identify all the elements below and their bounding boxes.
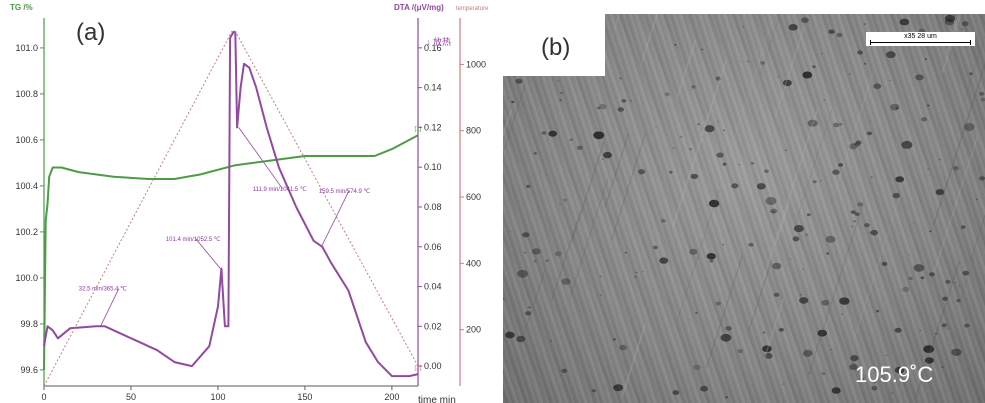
dta-tick-label: 0.16 [424,43,442,53]
temp-tick-label: 800 [466,126,481,136]
tg-tick-label: 100.6 [15,135,38,145]
x-tick-label: 50 [126,392,136,402]
scale-bar-text: x35 28 um [904,33,937,40]
dta-axis-title: DTA /(μV/mg) [394,3,444,12]
dta-tick-label: 0.08 [424,202,442,212]
x-tick-label: 0 [41,392,46,402]
tg-tick-label: 99.6 [20,365,38,375]
dta-tick-label: 0.10 [424,162,442,172]
tg-tick-label: 100.4 [15,181,38,191]
tg-tick-label: 100.0 [15,273,38,283]
x-tick-label: 200 [384,392,399,402]
panel-b-label: (b) [541,34,571,61]
temperature-series-line [43,30,419,387]
temperature-label: 105.9˚C [855,362,934,387]
tg-tick-label: 101.0 [15,43,38,53]
curve-end-label: [2] [415,365,422,371]
scale-bar: x35 28 um [866,32,975,46]
dta-series-line [43,30,419,378]
annotation-leader [238,127,284,190]
annotation-label: 159.5 min/574.9 ℃ [319,189,371,195]
panel-a-label: (a) [76,19,105,46]
dta-tick-label: 0.06 [424,242,442,252]
tg-tick-label: 99.8 [20,319,38,329]
temp-tick-label: 400 [466,258,481,268]
dta-tick-label: 0.02 [424,321,442,331]
tg-series-line [43,134,419,370]
temp-axis-title: temperature [456,6,489,12]
panel-b-label-box: (b) [503,14,605,76]
scale-bar-line [870,40,971,45]
sem-texture [503,14,985,399]
exotherm-marker: ↓ 放热 [426,36,451,47]
tg-tick-label: 100.8 [15,89,38,99]
surface-pits [503,14,985,399]
x-axis-label: time min [418,395,456,403]
dta-tick-label: 0.04 [424,282,442,292]
annotation-label: 111.9 min/1041.5 ℃ [253,187,307,193]
temp-tick-label: 1000 [466,59,486,69]
annotation-leader [195,238,221,269]
x-tick-label: 150 [297,392,312,402]
dta-tg-chart: 99.6 99.8 100.0 100.2 100.4 100.6 100.8 101.0 0… [10,3,489,403]
annotation-label: 32.5 min/365.4 ℃ [79,287,127,293]
sem-micrograph: (b) x35 28 um 105.9˚C [503,14,985,403]
chart-svg: 99.6 99.8 100.0 100.2 100.4 100.6 100.8 101.0 0… [10,3,489,403]
dta-tick-label: 0.00 [424,361,442,371]
tg-axis-title: TG /% [10,3,33,12]
dta-tick-label: 0.14 [424,83,442,93]
tg-tick-label: 100.2 [15,227,38,237]
temp-tick-label: 200 [466,325,481,335]
annotation-leader [321,190,350,247]
x-tick-label: 100 [210,392,225,402]
temp-tick-label: 600 [466,192,481,202]
dta-tick-label: 0.12 [424,122,442,132]
annotation-label: 101.4 min/1052.5 ℃ [166,237,221,243]
curve-end-label: [1] [415,127,422,133]
annotation-leader [100,288,120,327]
